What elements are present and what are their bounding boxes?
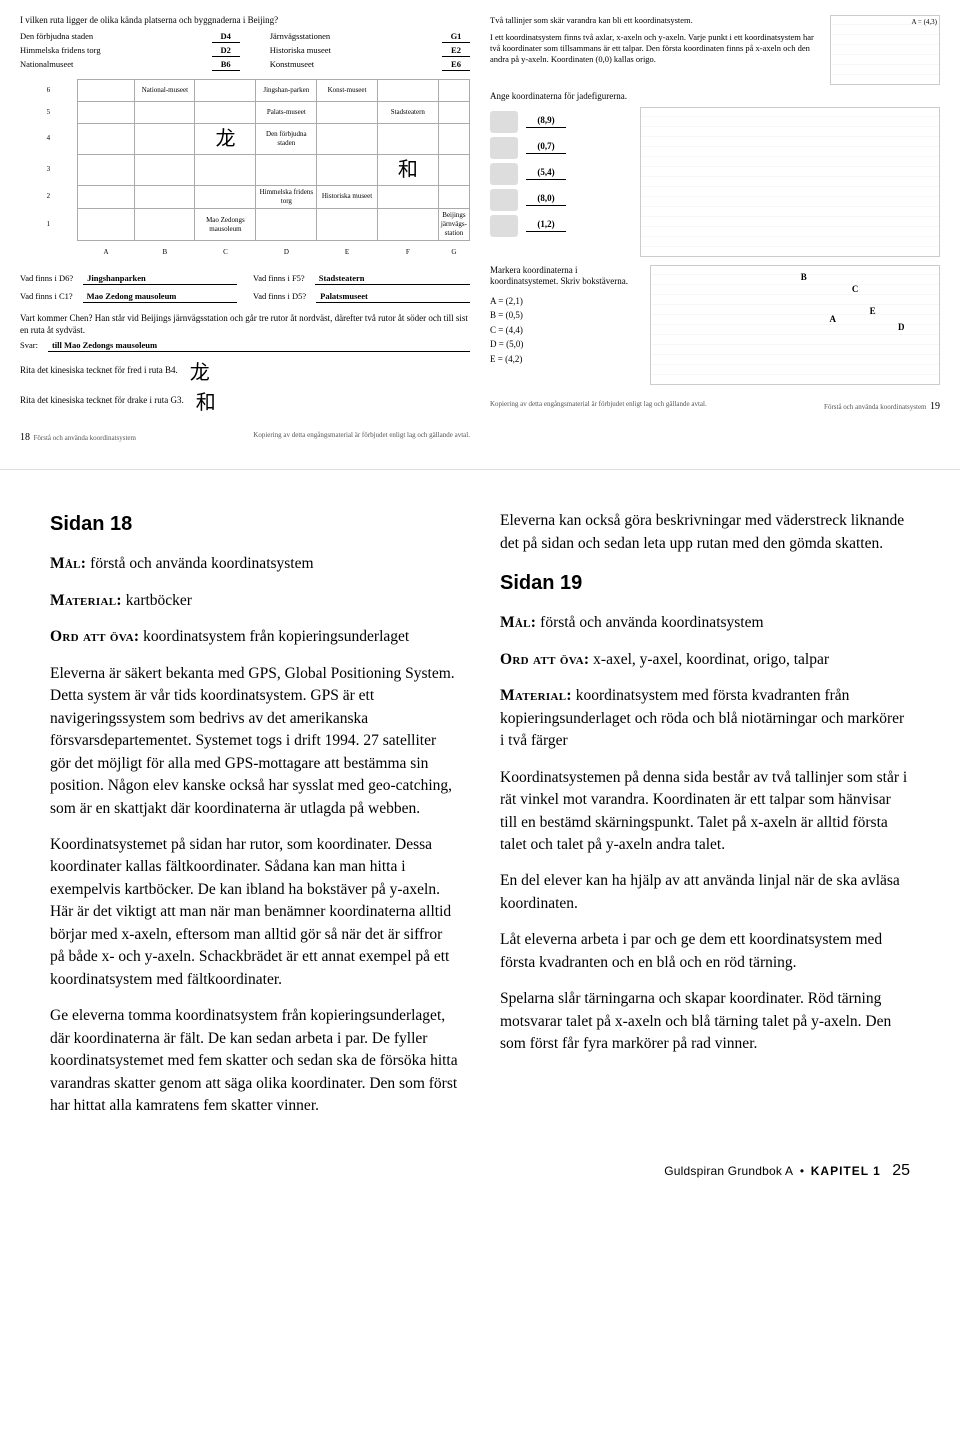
mini-coord-grid: A = (4,3) xyxy=(830,15,940,85)
char-fred: 龙 xyxy=(190,360,210,386)
heading-sidan-19: Sidan 19 xyxy=(500,569,910,598)
wb18-item-label: Den förbjudna staden xyxy=(20,31,212,43)
footer-book: Guldspiran Grundbok A xyxy=(664,1164,793,1178)
jade-icon xyxy=(490,111,518,133)
workbook-spread: I vilken ruta ligger de olika kända plat… xyxy=(0,0,960,470)
main-content: Sidan 18 Mål: förstå och använda koordin… xyxy=(0,470,960,1151)
char-drake: 和 xyxy=(196,390,216,416)
para: Spelarna slår tärningarna och skapar koo… xyxy=(500,988,910,1055)
wb18-long-q: Vart kommer Chen? Han står vid Beijings … xyxy=(20,313,470,336)
para: Ge eleverna tomma koordinatsystem från k… xyxy=(50,1005,460,1117)
para: Koordinatsystemen på denna sida består a… xyxy=(500,767,910,857)
mark-grid: B C A E D xyxy=(650,265,940,385)
wb-page-19: Två tallinjer som skär varandra kan bli … xyxy=(490,15,940,444)
wb18-item-ans: D4 xyxy=(212,31,240,43)
para: En del elever kan ha hjälp av att använd… xyxy=(500,870,910,915)
para: Koordinatsystemet på sidan har rutor, so… xyxy=(50,834,460,991)
wb18-question: I vilken ruta ligger de olika kända plat… xyxy=(20,15,470,27)
para: Låt eleverna arbeta i par och ge dem ett… xyxy=(500,929,910,974)
wb-page-18: I vilken ruta ligger de olika kända plat… xyxy=(20,15,470,444)
jade-grid xyxy=(640,107,940,257)
label-mal: Mål: xyxy=(50,555,86,572)
para: Eleverna kan också göra beskrivningar me… xyxy=(500,510,910,555)
left-column: Sidan 18 Mål: förstå och använda koordin… xyxy=(50,510,460,1131)
wb18-answers: Den förbjudna stadenD4 Järnvägsstationen… xyxy=(20,31,470,71)
label-ord: Ord att öva: xyxy=(50,628,139,645)
right-column: Eleverna kan också göra beskrivningar me… xyxy=(500,510,910,1131)
para: Eleverna är säkert bekanta med GPS, Glob… xyxy=(50,663,460,820)
page-footer: Guldspiran Grundbok A • KAPITEL 1 25 xyxy=(0,1152,960,1200)
wb18-grid: 6National-museetJingshan-parkenKonst-mus… xyxy=(20,79,470,263)
footer-chapter: KAPITEL 1 xyxy=(811,1164,881,1178)
footer-page-number: 25 xyxy=(892,1162,910,1179)
heading-sidan-18: Sidan 18 xyxy=(50,510,460,539)
label-material: Material: xyxy=(50,592,122,609)
